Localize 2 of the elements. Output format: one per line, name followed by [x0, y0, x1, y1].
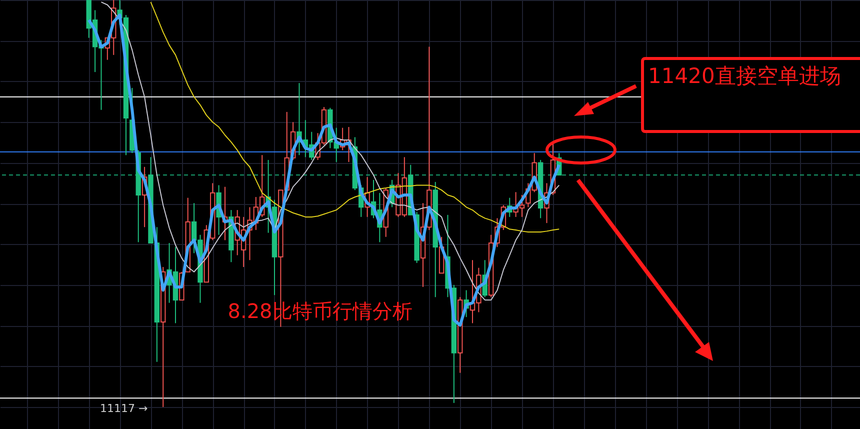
text: 11420直接空单进场 [641, 57, 860, 133]
annotation: 11117 → [100, 402, 148, 415]
